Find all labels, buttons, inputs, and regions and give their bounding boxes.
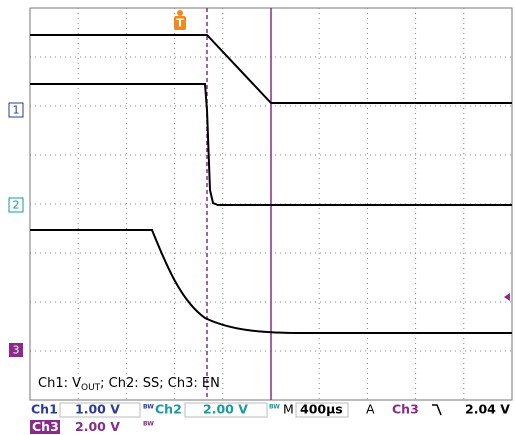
- annotation: Ch1: VOUT; Ch2: SS; Ch3: EN: [38, 376, 220, 393]
- trigger-level-marker: [504, 293, 510, 301]
- ch1-marker-label: 1: [13, 104, 20, 117]
- ch1-marker: [8, 102, 24, 118]
- ch1-scale-box: [59, 402, 141, 418]
- ch3-marker: [9, 343, 23, 357]
- trigger-dot: [177, 10, 183, 16]
- annotation-sub: OUT: [81, 383, 101, 393]
- a-label: A: [366, 402, 375, 417]
- ch2-scale: 2.00 V: [203, 402, 248, 417]
- ch2-scale-box: [184, 402, 268, 418]
- ch3-scale: 2.00 V: [75, 419, 120, 434]
- ch2-label: Ch2: [155, 402, 182, 417]
- ch3-label: Ch3: [32, 419, 59, 434]
- bw1: BW: [143, 404, 154, 411]
- m-label: M: [283, 402, 294, 417]
- ch1-trace: [30, 34, 512, 104]
- trig-source: Ch3: [392, 402, 419, 417]
- trigger-marker: [174, 16, 186, 30]
- status-row-1: Ch1 1.00 V BW Ch2 2.00 V BW M 400µs A Ch…: [31, 402, 510, 418]
- ch3-marker-label: 3: [13, 344, 20, 357]
- bw3: BW: [143, 421, 154, 428]
- ch3-label-box: [30, 420, 60, 434]
- annotation-suffix: ; Ch2: SS; Ch3: EN: [100, 376, 220, 391]
- timebase: 400µs: [300, 402, 343, 417]
- ch2-marker-label: 2: [13, 199, 20, 212]
- ch2-marker: [8, 197, 24, 213]
- ch1-scale: 1.00 V: [75, 402, 120, 417]
- falling-edge-icon: [432, 404, 442, 416]
- trigger-label: T: [176, 17, 184, 30]
- timebase-box: [295, 402, 349, 418]
- bw2: BW: [269, 404, 280, 411]
- ch1-label: Ch1: [31, 402, 58, 417]
- annotation-prefix: Ch1: V: [38, 376, 81, 391]
- ch3-trace: [30, 229, 512, 334]
- ch2-trace: [30, 83, 512, 206]
- status-row-2: Ch3 2.00 V BW: [30, 419, 154, 434]
- trig-level: 2.04 V: [465, 402, 510, 417]
